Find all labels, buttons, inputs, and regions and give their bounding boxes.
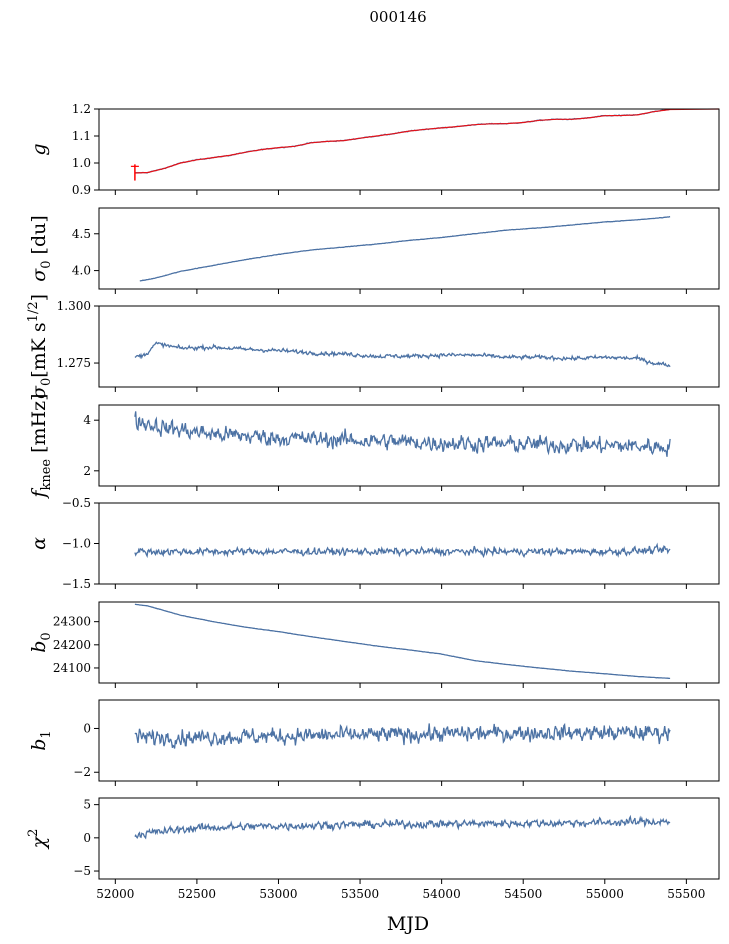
- x-tick-label: 53000: [259, 887, 297, 901]
- y-tick-label-b0: 24100: [53, 661, 91, 675]
- panel-b0: 24100 24200 24300 b0: [28, 601, 720, 688]
- x-tick-label: 52000: [96, 887, 134, 901]
- axes-frame-alpha: [98, 502, 720, 585]
- y-axis-label-chi2: χ2: [26, 829, 50, 851]
- series-line-sigma0_du: [139, 216, 671, 282]
- y-axis-label-alpha: α: [28, 537, 50, 550]
- panel-b1: −2 0 b1: [28, 699, 720, 786]
- y-axis-label-g: g: [28, 143, 50, 155]
- y-tick-label-alpha: −1.5: [62, 577, 91, 591]
- series-line-g: [134, 108, 671, 174]
- fit-line-g: [134, 108, 720, 174]
- series-line-sigma0_mK: [134, 341, 671, 368]
- y-tick-label-sigma0_du: 4.0: [72, 264, 91, 278]
- y-tick-label-b1: 0: [83, 721, 91, 735]
- y-tick-label-g: 1.0: [72, 156, 91, 170]
- y-axis-label-sigma0_du: σ0 [du]: [28, 215, 54, 282]
- series-line-b0: [134, 603, 671, 680]
- y-tick-label-g: 0.9: [72, 183, 91, 197]
- axes-frame-b0: [98, 601, 720, 684]
- y-axis-label-b1: b1: [28, 730, 54, 750]
- figure-title: 000146: [369, 8, 426, 26]
- y-tick-label-fknee: 2: [83, 464, 91, 478]
- panel-sigma0_du: 4.0 4.5 σ0 [du]: [28, 207, 720, 294]
- y-tick-label-b0: 24300: [53, 615, 91, 629]
- axes-frame-fknee: [98, 404, 720, 487]
- y-tick-label-alpha: −1.0: [62, 537, 91, 551]
- y-tick-label-sigma0_mK: 1.300: [57, 299, 91, 313]
- x-tick-label: 53500: [341, 887, 379, 901]
- y-tick-label-sigma0_du: 4.5: [72, 227, 91, 241]
- series-line-b1: [134, 722, 671, 749]
- x-tick-label: 54000: [423, 887, 461, 901]
- y-axis-label-b0: b0: [28, 632, 54, 652]
- series-line-fknee: [134, 411, 671, 457]
- series-line-chi2: [134, 814, 671, 840]
- axes-frame-sigma0_du: [98, 207, 720, 290]
- panel-fknee: 2 4 fknee [mHz]: [28, 393, 720, 500]
- x-tick-label: 55000: [586, 887, 624, 901]
- panels: 0.9 1.0 1.1 1.2 g 4.0 4.5 σ0 [du] 1.275 1.300σ0[m…: [26, 102, 720, 901]
- y-axis-label-sigma0_mK: σ0[mK s1/2]: [26, 294, 54, 399]
- series-line-alpha: [134, 542, 671, 559]
- axes-frame-g: [98, 108, 720, 191]
- x-tick-label: 52500: [178, 887, 216, 901]
- x-axis-label: MJD: [387, 913, 429, 935]
- y-axis-label-fknee: fknee [mHz]: [28, 393, 54, 499]
- y-tick-label-g: 1.1: [72, 129, 91, 143]
- panel-alpha: −1.5 −1.0 −0.5 α: [28, 496, 720, 591]
- x-tick-label: 54500: [504, 887, 542, 901]
- y-tick-label-g: 1.2: [72, 102, 91, 116]
- y-tick-label-alpha: −0.5: [62, 496, 91, 510]
- y-tick-label-chi2: 0: [83, 831, 91, 845]
- y-tick-label-b0: 24200: [53, 638, 91, 652]
- axes-frame-chi2: [98, 797, 720, 880]
- y-tick-label-fknee: 4: [83, 413, 91, 427]
- y-tick-label-b1: −2: [73, 765, 91, 779]
- axes-frame-sigma0_mK: [98, 305, 720, 388]
- y-tick-label-chi2: 5: [83, 798, 91, 812]
- panel-chi2: −5 0 5 52000 52500 53000 53500 54000 54500 55000 5…: [26, 797, 720, 901]
- y-tick-label-sigma0_mK: 1.275: [57, 356, 91, 370]
- y-tick-label-chi2: −5: [73, 864, 91, 878]
- axes-frame-b1: [98, 699, 720, 782]
- x-tick-label: 55500: [667, 887, 705, 901]
- panel-g: 0.9 1.0 1.1 1.2 g: [28, 102, 720, 197]
